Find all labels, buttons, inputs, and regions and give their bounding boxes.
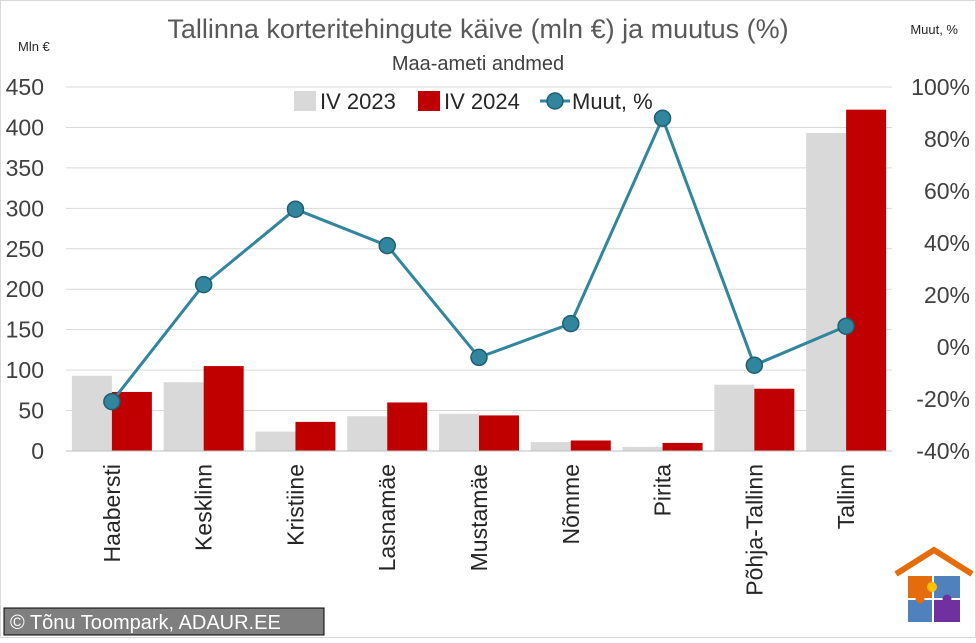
logo-piece-orange bbox=[908, 576, 932, 598]
legend-swatch-iv-2023 bbox=[294, 91, 316, 111]
chart-title: Tallinna korteritehingute käive (mln €) … bbox=[167, 14, 788, 44]
bar bbox=[479, 415, 519, 451]
change-point bbox=[378, 236, 396, 255]
bar bbox=[570, 440, 611, 451]
credit-box: © Tõnu Toompark, ADAUR.EE bbox=[3, 607, 325, 636]
logo-piece-knob bbox=[927, 582, 937, 592]
x-tick-label: Kesklinn bbox=[191, 464, 217, 551]
left-tick-label: 150 bbox=[6, 317, 44, 343]
x-axis-ticks: Haabersti Kesklinn Kristiine Lasnamäe Mustam… bbox=[99, 464, 859, 596]
right-tick-label: -20% bbox=[916, 386, 970, 412]
x-tick-label: Tallinn bbox=[833, 464, 859, 529]
legend-label: IV 2024 bbox=[444, 89, 520, 114]
logo-piece-knob-2 bbox=[915, 594, 925, 604]
change-point bbox=[103, 392, 121, 411]
left-tick-label: 0 bbox=[31, 438, 44, 464]
change-point bbox=[562, 314, 580, 333]
left-tick-label: 250 bbox=[6, 236, 44, 262]
credit-background bbox=[3, 607, 325, 636]
left-axis-unit: Mln € bbox=[18, 39, 51, 54]
bar bbox=[255, 431, 296, 451]
right-tick-label: 20% bbox=[924, 282, 970, 308]
left-tick-label: 50 bbox=[18, 398, 44, 424]
legend-marker-muut bbox=[546, 92, 564, 110]
bar bbox=[439, 413, 479, 451]
right-axis-unit: Muut, % bbox=[910, 22, 958, 37]
bar bbox=[347, 416, 388, 451]
bar bbox=[530, 442, 571, 451]
left-tick-label: 350 bbox=[6, 155, 44, 181]
bar bbox=[714, 384, 755, 451]
bar-series bbox=[71, 109, 887, 451]
x-tick-label: Mustamäe bbox=[466, 464, 492, 571]
bar bbox=[754, 388, 795, 451]
x-tick-label: Põhja-Tallinn bbox=[741, 464, 767, 596]
change-point bbox=[286, 200, 305, 218]
legend-label: Muut, % bbox=[572, 89, 653, 114]
change-point bbox=[653, 109, 672, 127]
logo-roof bbox=[894, 546, 974, 577]
change-point bbox=[745, 356, 764, 374]
right-tick-label: 0% bbox=[937, 334, 970, 360]
right-tick-label: 60% bbox=[924, 178, 970, 204]
left-axis-ticks: 0 50 100 150 200 250 300 350 400 450 bbox=[6, 74, 44, 464]
bar bbox=[662, 442, 703, 451]
right-tick-label: 40% bbox=[924, 230, 970, 256]
bar bbox=[71, 375, 112, 451]
legend: IV 2023 IV 2024 Muut, % bbox=[294, 89, 653, 114]
left-tick-label: 400 bbox=[6, 114, 44, 140]
left-tick-label: 100 bbox=[6, 357, 44, 383]
left-tick-label: 300 bbox=[6, 195, 44, 221]
right-tick-label: 100% bbox=[911, 74, 970, 100]
logo-piece-knob-3 bbox=[942, 594, 952, 604]
bar bbox=[806, 133, 847, 451]
x-tick-label: Nõmme bbox=[558, 464, 584, 545]
logo-piece-blue-2 bbox=[908, 600, 932, 622]
x-tick-label: Lasnamäe bbox=[374, 464, 400, 571]
x-tick-label: Pirita bbox=[650, 464, 676, 517]
logo-piece-blue bbox=[934, 576, 960, 598]
legend-label: IV 2023 bbox=[320, 89, 396, 114]
bar bbox=[622, 446, 663, 451]
line-series bbox=[103, 109, 855, 411]
change-point bbox=[837, 317, 855, 335]
change-point bbox=[470, 348, 488, 367]
change-point bbox=[194, 275, 213, 294]
credit-text: © Tõnu Toompark, ADAUR.EE bbox=[10, 612, 281, 634]
chart-subtitle: Maa-ameti andmed bbox=[392, 53, 564, 75]
right-tick-label: 80% bbox=[924, 126, 970, 152]
x-tick-label: Haabersti bbox=[99, 464, 125, 562]
bar bbox=[203, 366, 244, 451]
bar bbox=[387, 402, 428, 451]
logo-piece-purple bbox=[934, 600, 960, 622]
right-tick-label: -40% bbox=[916, 438, 970, 464]
bar bbox=[295, 421, 336, 451]
bar bbox=[163, 382, 204, 451]
left-tick-label: 200 bbox=[6, 276, 44, 302]
x-tick-label: Kristiine bbox=[282, 464, 308, 546]
left-tick-label: 450 bbox=[6, 74, 44, 100]
adaur-house-puzzle-logo bbox=[894, 546, 974, 622]
right-axis-ticks: -40% -20% 0% 20% 40% 60% 80% 100% bbox=[911, 74, 970, 464]
bar bbox=[846, 109, 887, 451]
legend-swatch-iv-2024 bbox=[418, 91, 440, 111]
